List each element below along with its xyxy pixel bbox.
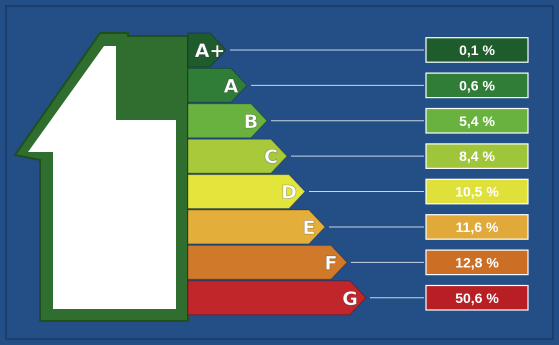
energy-class-bar xyxy=(187,174,306,209)
energy-class-label: E xyxy=(303,217,316,239)
energy-class-bar xyxy=(187,209,326,245)
value-label: 5,4 % xyxy=(459,113,495,129)
value-box xyxy=(425,284,529,311)
value-boxes-layer: 0,1 % 0,6 % 5,4 % 8,4 % 10,5 % 11,6 % 12,8 % 50… xyxy=(425,37,529,311)
value-label: 0,1 % xyxy=(459,42,495,58)
energy-class-bar xyxy=(187,138,288,174)
energy-class-bar xyxy=(187,32,227,68)
value-box xyxy=(425,249,529,276)
value-label: 11,6 % xyxy=(456,219,499,235)
value-label: 8,4 % xyxy=(459,148,495,164)
energy-class-bar xyxy=(187,103,268,139)
value-label: 12,8 % xyxy=(455,254,499,270)
house-interior xyxy=(28,46,176,309)
value-label: 10,5 % xyxy=(455,184,499,200)
energy-class-label: F xyxy=(325,252,338,274)
value-box xyxy=(425,214,529,240)
energy-class-label: G xyxy=(342,288,358,310)
value-label: 0,6 % xyxy=(459,77,495,93)
energy-class-bar xyxy=(187,280,367,316)
energy-class-bar xyxy=(187,244,348,280)
chart-frame xyxy=(5,5,554,340)
energy-class-bar xyxy=(187,67,248,103)
house-icon xyxy=(13,32,189,322)
energy-class-label: A+ xyxy=(195,40,226,62)
energy-class-label: B xyxy=(244,111,258,133)
value-box xyxy=(425,143,529,169)
leader-lines-layer xyxy=(230,49,424,299)
value-box xyxy=(425,107,529,134)
energy-class-label: A xyxy=(224,75,239,97)
value-label: 50,6 % xyxy=(455,290,499,306)
energy-class-label: D xyxy=(281,182,297,204)
value-box xyxy=(425,72,529,99)
value-box xyxy=(425,178,529,205)
energy-class-label: C xyxy=(264,146,278,168)
value-box xyxy=(425,37,529,63)
